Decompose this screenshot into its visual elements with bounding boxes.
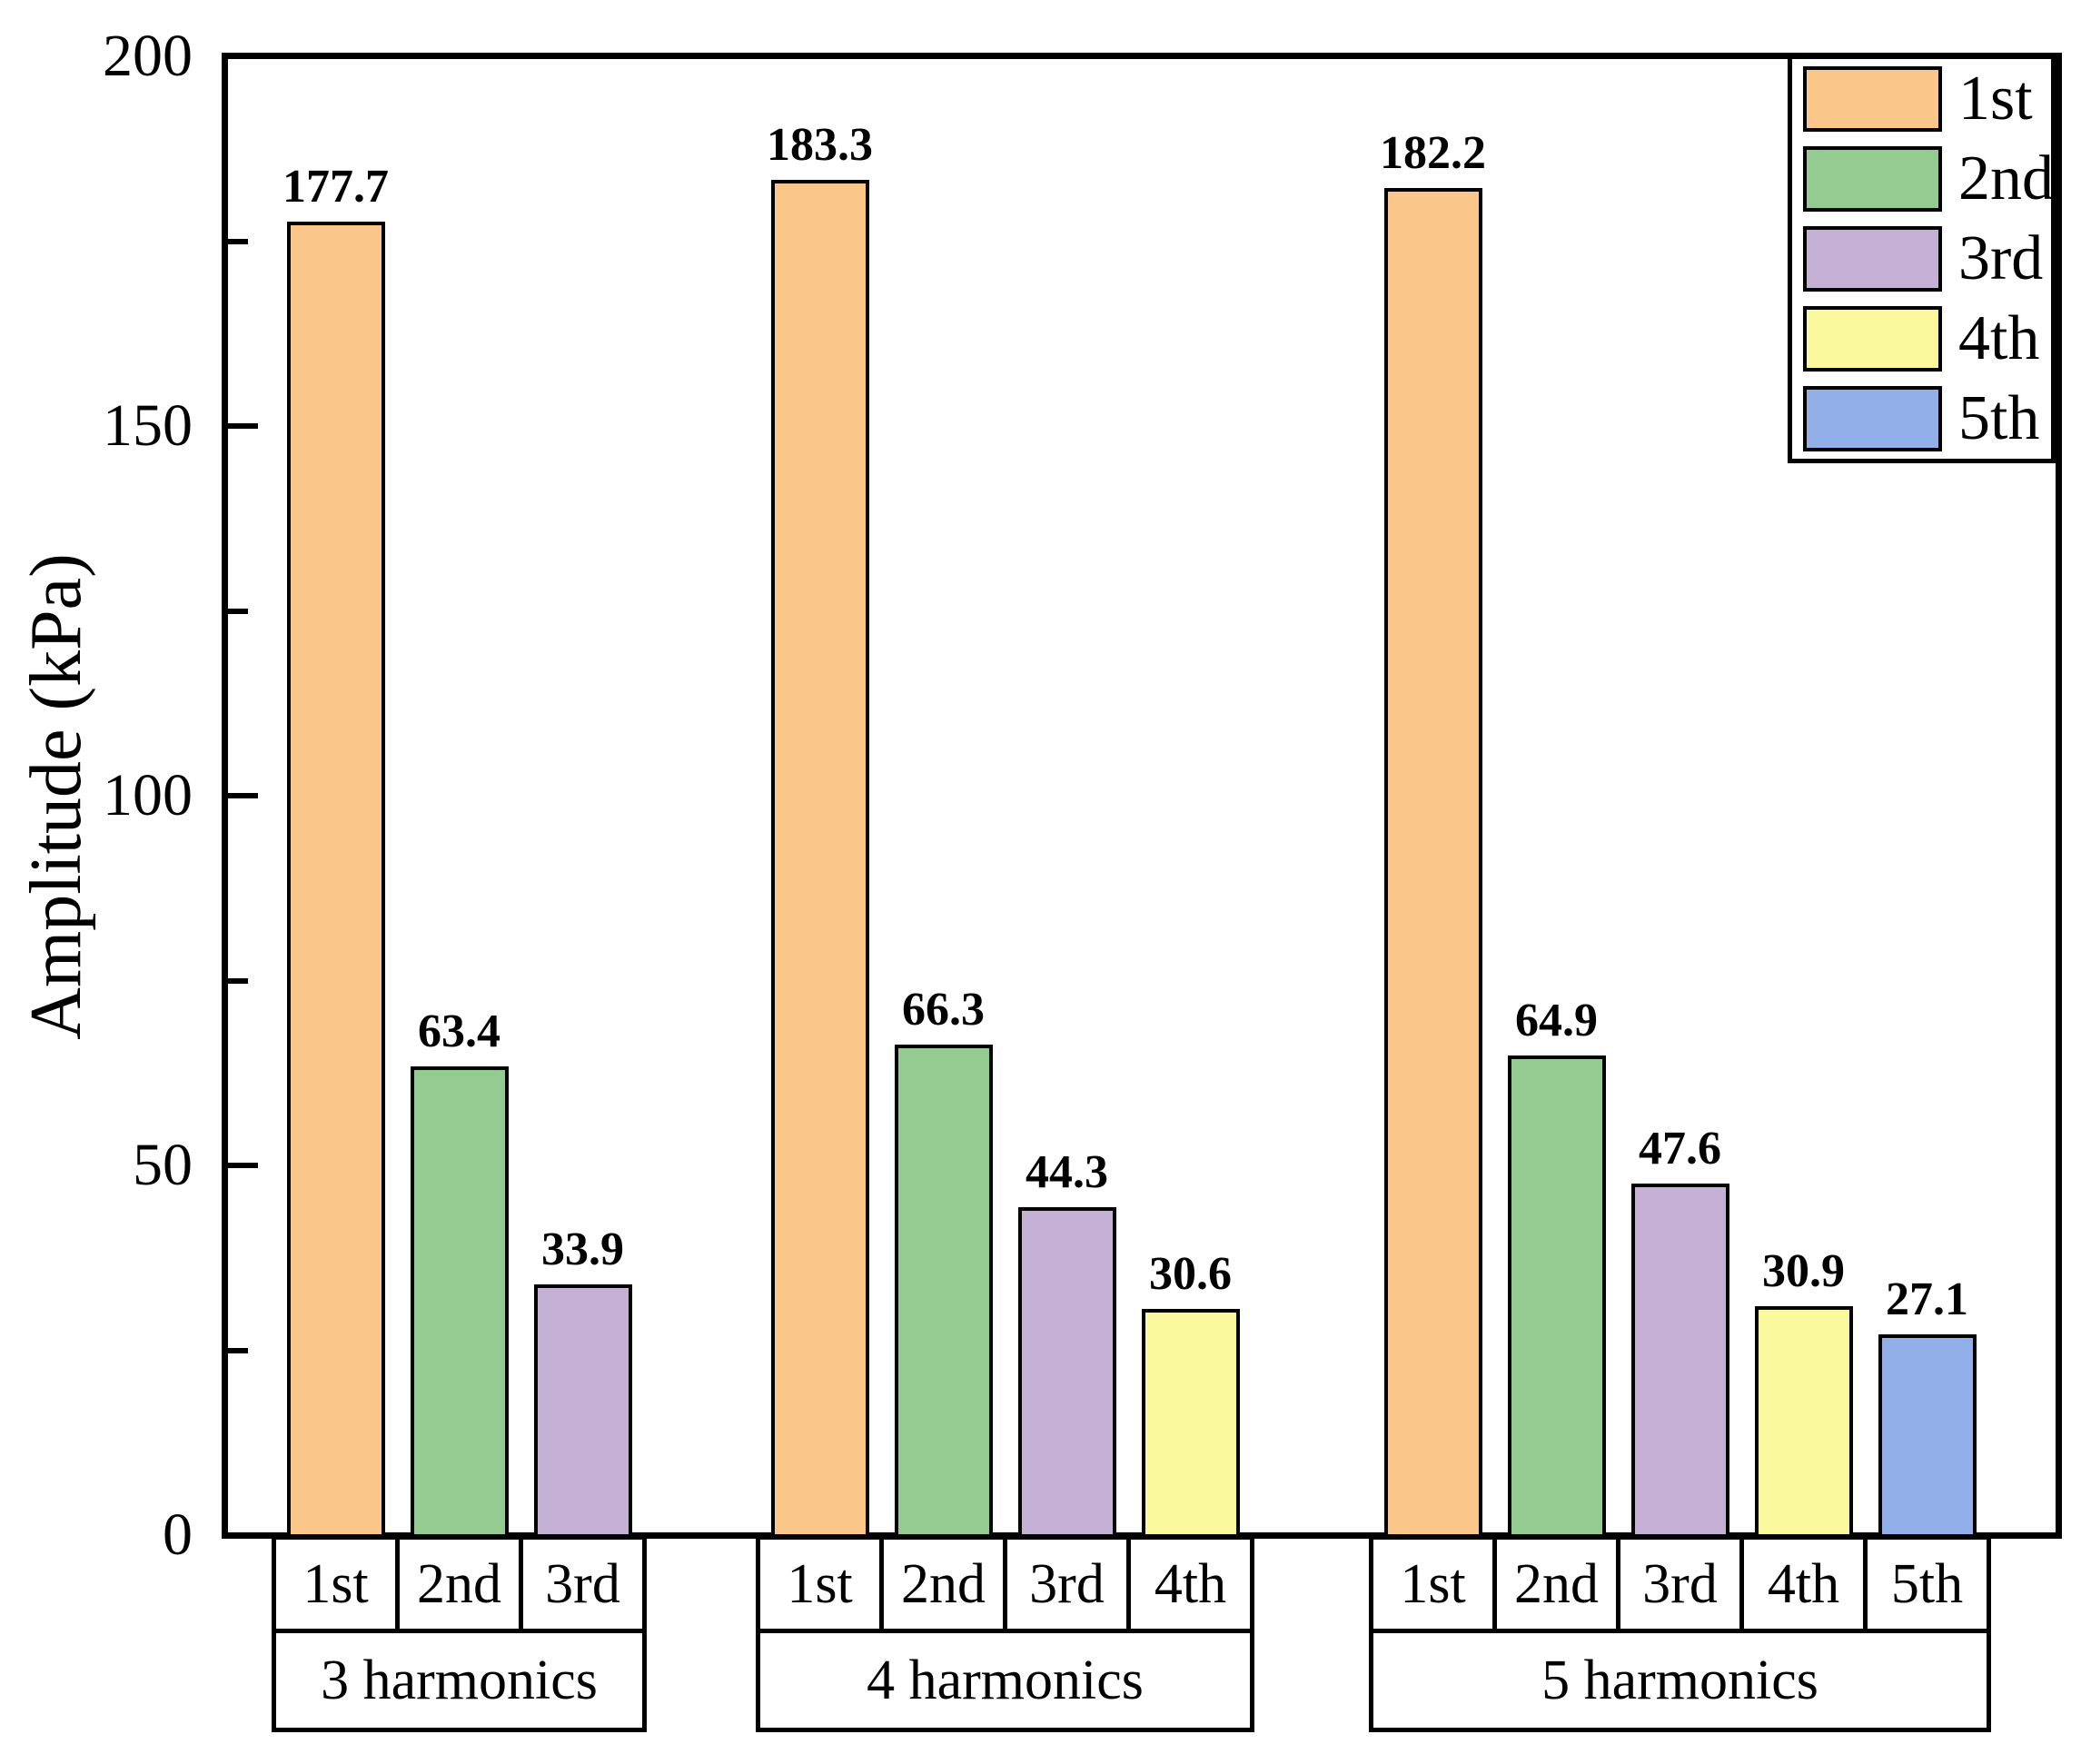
x-category-cell: 5th: [1863, 1535, 1991, 1633]
y-major-tick-mark: [228, 423, 258, 429]
y-minor-tick-mark: [228, 1347, 248, 1353]
x-category-cell: 3rd: [1003, 1535, 1131, 1633]
legend-entry-1st: 1st: [1792, 59, 2051, 139]
legend: 1st 2nd 3rd 4th 5th: [1788, 55, 2056, 463]
x-category-cell: 1st: [272, 1535, 400, 1633]
bar-1st-of-4-harmonics: [770, 179, 869, 1538]
x-category-cell: 4th: [1126, 1535, 1254, 1633]
x-category-cell: 1st: [1369, 1535, 1497, 1633]
y-major-tick-mark: [228, 793, 258, 798]
legend-label: 4th: [1958, 303, 2040, 373]
legend-entry-3rd: 3rd: [1792, 219, 2051, 299]
x-category-cell: 1st: [756, 1535, 884, 1633]
bar-3rd-of-4-harmonics: [1017, 1207, 1116, 1538]
bar-value-label: 30.6: [1149, 1247, 1232, 1300]
bar-value-label: 27.1: [1886, 1273, 1968, 1326]
y-tick-label: 100: [103, 762, 193, 828]
bar-value-label: 182.2: [1380, 126, 1486, 179]
legend-label: 3rd: [1958, 223, 2044, 293]
bar-value-label: 33.9: [541, 1224, 624, 1276]
bar-4th-of-4-harmonics: [1141, 1308, 1240, 1538]
y-minor-tick-mark: [228, 238, 248, 244]
legend-label: 1st: [1958, 64, 2033, 134]
x-category-cell: 2nd: [1492, 1535, 1620, 1633]
bar-2nd-of-4-harmonics: [894, 1045, 993, 1538]
x-category-cell: 2nd: [879, 1535, 1007, 1633]
bar-value-label: 177.7: [282, 160, 389, 213]
legend-swatch-4th: [1803, 306, 1942, 372]
legend-entry-4th: 4th: [1792, 299, 2051, 379]
y-tick-label: 200: [103, 23, 193, 89]
bar-value-label: 64.9: [1515, 994, 1598, 1046]
bar-5th-of-5-harmonics: [1878, 1334, 1977, 1538]
bar-value-label: 63.4: [418, 1005, 500, 1057]
y-tick-label: 150: [103, 392, 193, 459]
legend-swatch-3rd: [1803, 226, 1942, 292]
bar-value-label: 66.3: [902, 984, 985, 1036]
bar-4th-of-5-harmonics: [1754, 1306, 1853, 1538]
bar-1st-of-5-harmonics: [1383, 187, 1482, 1538]
bar-value-label: 183.3: [767, 118, 873, 171]
x-category-cell: 4th: [1739, 1535, 1868, 1633]
x-group-label-box: 3 harmonics: [272, 1629, 647, 1732]
y-minor-tick-mark: [228, 977, 248, 984]
x-category-cell: 3rd: [1616, 1535, 1744, 1633]
legend-label: 2nd: [1958, 144, 2054, 213]
bar-1st-of-3-harmonics: [286, 221, 385, 1538]
legend-swatch-5th: [1803, 386, 1942, 451]
legend-swatch-2nd: [1803, 146, 1942, 212]
bar-value-label: 30.9: [1762, 1245, 1845, 1298]
y-tick-label: 0: [163, 1501, 193, 1568]
bar-3rd-of-3-harmonics: [533, 1284, 632, 1538]
x-category-cell: 3rd: [519, 1535, 647, 1633]
y-tick-label: 50: [133, 1132, 193, 1198]
legend-label: 5th: [1958, 383, 2040, 453]
bar-value-label: 44.3: [1026, 1146, 1108, 1199]
bar-2nd-of-3-harmonics: [410, 1065, 509, 1538]
plot-frame: [222, 53, 2062, 1539]
bar-value-label: 47.6: [1639, 1122, 1721, 1174]
bar-3rd-of-5-harmonics: [1630, 1183, 1729, 1538]
legend-entry-5th: 5th: [1792, 379, 2051, 459]
x-group-label-box: 4 harmonics: [756, 1629, 1254, 1732]
x-group-label-box: 5 harmonics: [1369, 1629, 1991, 1732]
y-minor-tick-mark: [228, 608, 248, 614]
legend-entry-2nd: 2nd: [1792, 139, 2054, 219]
legend-swatch-1st: [1803, 66, 1942, 132]
y-major-tick-mark: [228, 1163, 258, 1168]
x-category-cell: 2nd: [395, 1535, 523, 1633]
